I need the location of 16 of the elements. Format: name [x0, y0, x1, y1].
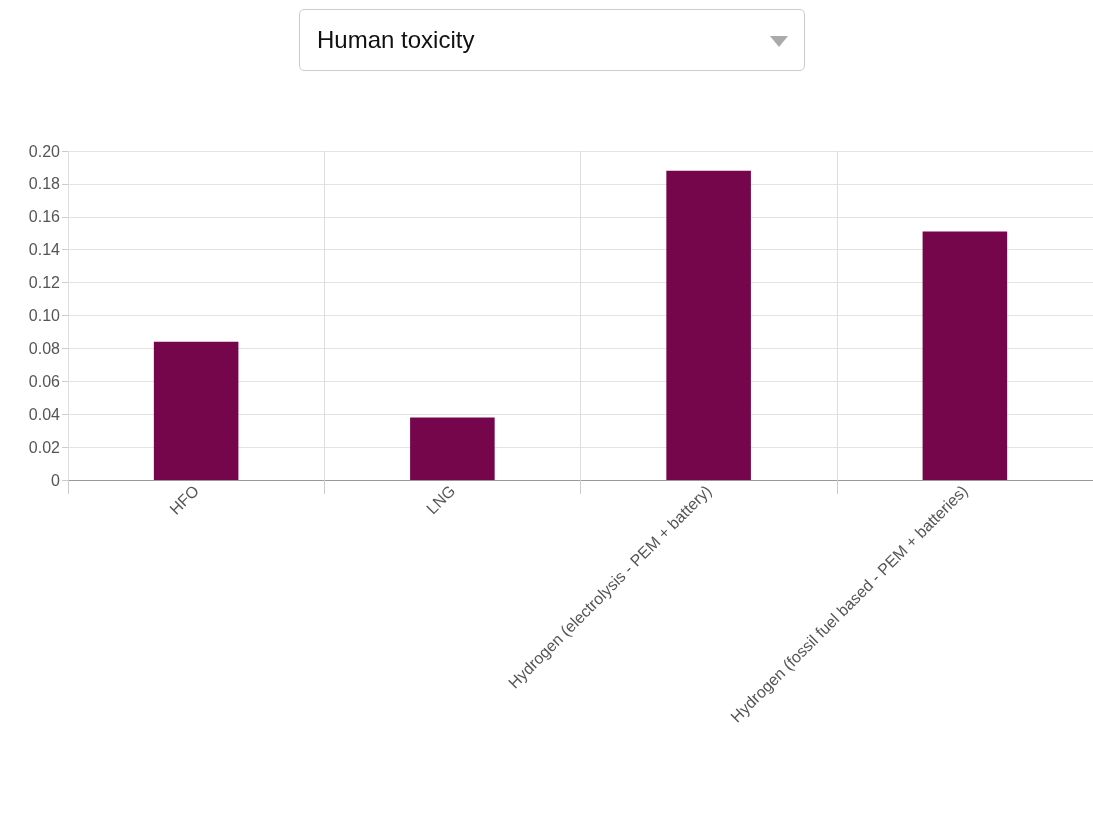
- y-tick-label: 0.20: [28, 142, 61, 160]
- y-tick-label: 0.16: [28, 208, 61, 226]
- y-tick-label: 0.18: [28, 175, 61, 193]
- y-tick-label: 0.14: [28, 241, 61, 259]
- y-tick-label: 0.06: [28, 372, 61, 390]
- y-tick-label: 0.12: [28, 274, 61, 292]
- y-tick-label: 0.02: [28, 438, 61, 456]
- y-tick-label: 0.08: [28, 339, 61, 357]
- y-tick-label: 0.10: [28, 307, 61, 324]
- bar: [153, 341, 239, 480]
- y-tick-label: 0.04: [28, 405, 61, 423]
- bar: [410, 417, 495, 480]
- y-tick-label: 0: [51, 471, 61, 489]
- chart-title: Human toxicity: [317, 26, 475, 53]
- bar: [666, 170, 751, 480]
- bar: [922, 231, 1008, 480]
